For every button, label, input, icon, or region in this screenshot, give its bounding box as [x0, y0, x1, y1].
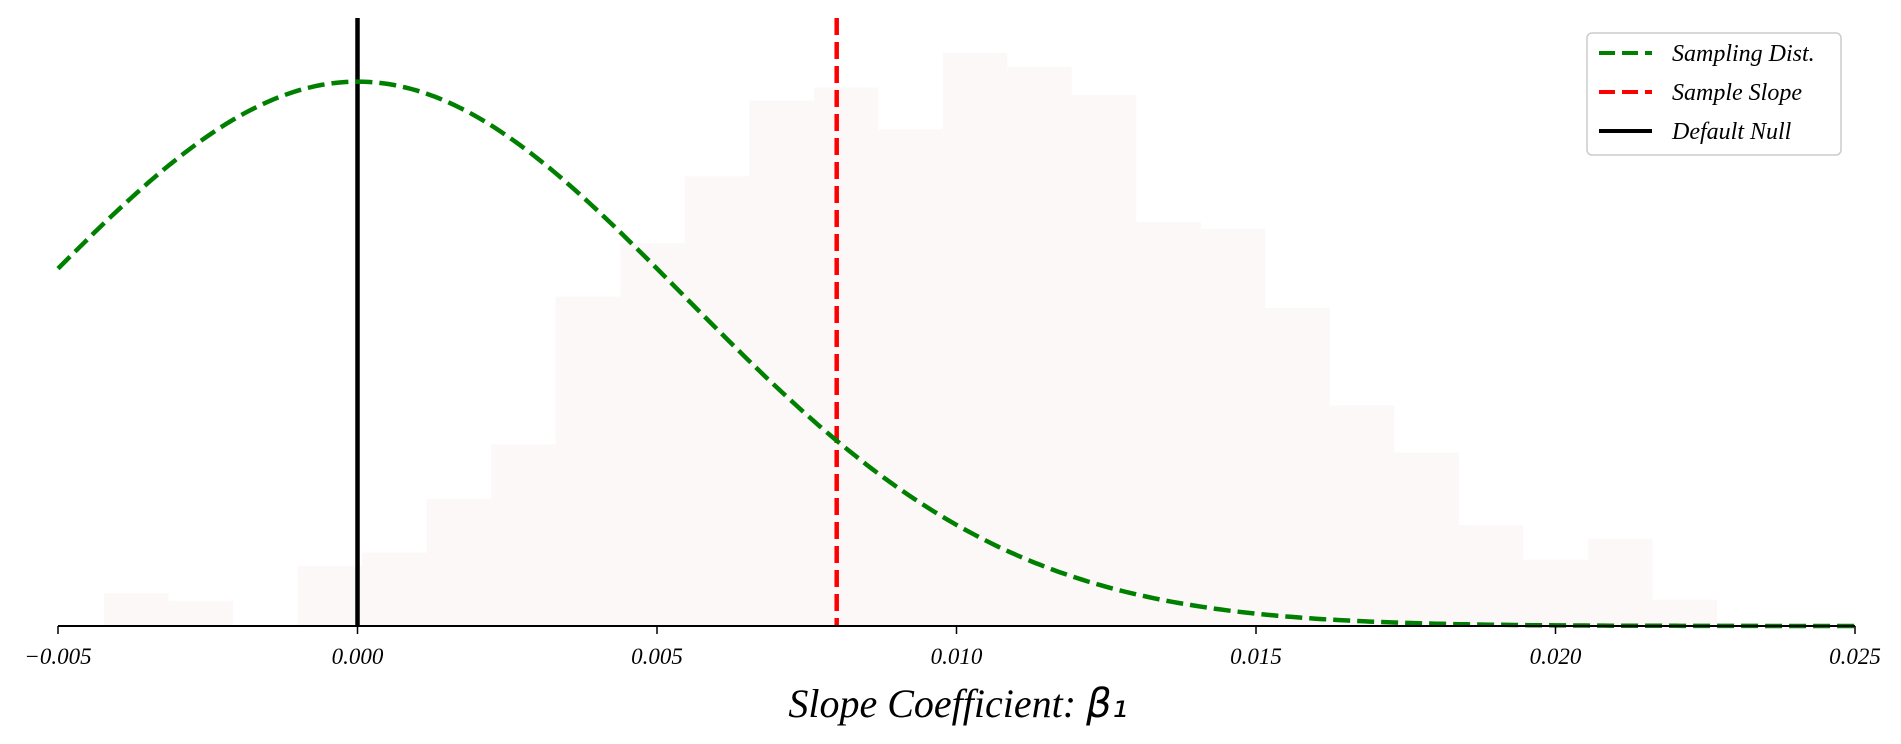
histogram-bar: [1458, 525, 1524, 626]
histogram-bar: [1394, 452, 1459, 626]
histogram-bar: [168, 600, 234, 626]
histogram-bars: [104, 53, 1717, 627]
histogram-bar: [1007, 66, 1072, 626]
x-tick-label: 0.000: [332, 644, 384, 669]
histogram-bar: [749, 100, 814, 626]
histogram-bar: [362, 552, 427, 626]
x-tick-label: 0.025: [1829, 644, 1881, 669]
histogram-bar: [684, 176, 750, 626]
x-axis-title: Slope Coefficient: β₁: [788, 681, 1127, 727]
histogram-bar: [297, 565, 363, 626]
histogram-bar: [1587, 538, 1653, 626]
histogram-bar: [813, 87, 879, 626]
x-tick-label: 0.015: [1230, 644, 1282, 669]
histogram-bar: [491, 444, 556, 626]
histogram-bar: [1329, 405, 1395, 626]
x-axis: −0.005 0.000 0.005 0.010 0.015 0.020 0.025: [24, 625, 1881, 669]
x-axis-title-text: Slope Coefficient:: [788, 681, 1086, 726]
x-axis-title-symbol: β₁: [1085, 681, 1128, 727]
x-tick-label: 0.005: [631, 644, 683, 669]
histogram-bar: [1652, 599, 1717, 626]
histogram-bar: [620, 243, 685, 626]
legend-label: Sample Slope: [1672, 80, 1802, 106]
x-tick-label: 0.020: [1530, 644, 1582, 669]
histogram-bar: [1200, 228, 1266, 626]
histogram-bar: [426, 498, 492, 626]
x-tick-label: 0.010: [931, 644, 983, 669]
legend-box: [1586, 32, 1842, 156]
x-tick-label: −0.005: [24, 644, 91, 669]
histogram-bar: [1136, 222, 1201, 626]
histogram-bar: [1071, 94, 1137, 627]
histogram-bar: [1265, 307, 1330, 626]
legend: Sampling Dist. Sample Slope Default Null: [1586, 32, 1842, 156]
legend-label: Sampling Dist.: [1672, 41, 1815, 67]
legend-label: Default Null: [1671, 119, 1792, 145]
histogram-bar: [942, 53, 1008, 626]
histogram-bar: [555, 296, 621, 626]
histogram-bar: [1523, 559, 1588, 626]
histogram-bar: [878, 129, 943, 627]
histogram-bar: [104, 593, 169, 626]
